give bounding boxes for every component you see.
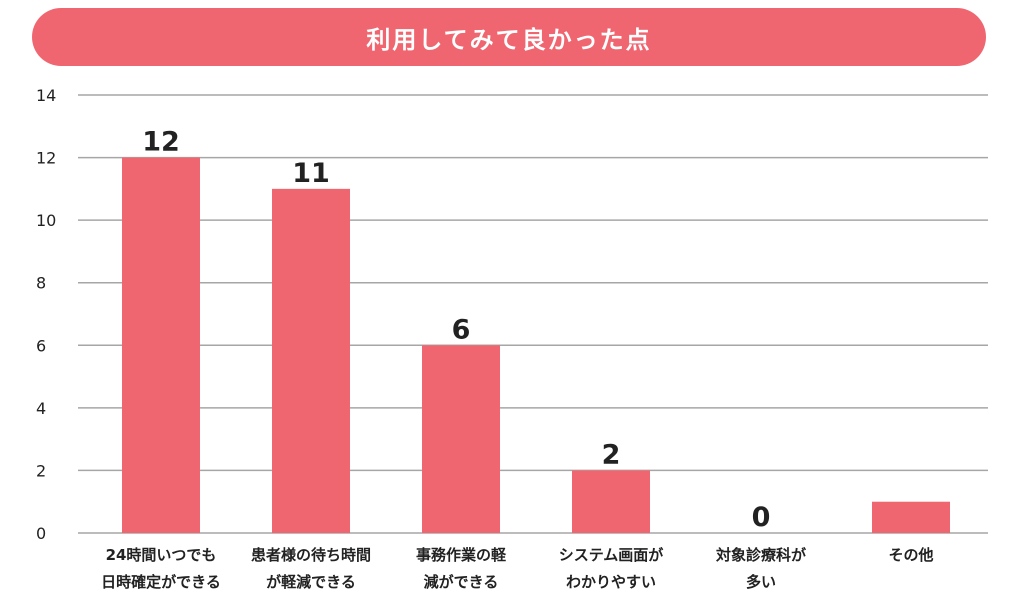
data-label: 2 xyxy=(602,439,621,470)
y-tick-label: 0 xyxy=(36,524,46,543)
bar xyxy=(122,157,200,534)
x-tick-label-line1: システム画面が xyxy=(558,546,664,564)
bar xyxy=(422,345,500,533)
x-tick-label-line1: 24時間いつでも xyxy=(105,546,217,564)
bar xyxy=(272,188,350,533)
x-tick-label: システム画面が わかりやすい xyxy=(536,542,686,596)
x-tick-label-line2: 多い xyxy=(745,573,776,591)
x-tick-label-line1: 患者様の待ち時間 xyxy=(250,546,371,564)
y-tick-label: 2 xyxy=(36,461,46,480)
x-tick-label: 事務作業の軽 減ができる xyxy=(386,542,536,596)
x-tick-label-line1: その他 xyxy=(888,546,934,564)
data-label: 11 xyxy=(292,158,330,189)
x-tick-label-line2: わかりやすい xyxy=(565,573,656,591)
x-tick-label-line2: 減ができる xyxy=(423,573,499,591)
y-tick-label: 8 xyxy=(36,274,46,293)
x-tick-label-line1: 事務作業の軽 xyxy=(415,546,506,564)
x-tick-label-line2: 日時確定ができる xyxy=(101,573,221,591)
x-tick-label: 患者様の待ち時間 が軽減できる xyxy=(236,542,386,596)
x-tick-label-line1: 対象診療科が xyxy=(715,546,806,564)
data-label: 12 xyxy=(142,127,180,158)
chart-title: 利用してみて良かった点 xyxy=(366,25,652,54)
data-label: 0 xyxy=(752,502,771,533)
chart-title-banner: 利用してみて良かった点 xyxy=(32,8,986,66)
y-tick-label: 10 xyxy=(36,211,56,230)
data-label: 6 xyxy=(452,314,471,345)
x-tick-label: 24時間いつでも 日時確定ができる xyxy=(86,542,236,596)
y-tick-label: 14 xyxy=(36,86,56,105)
y-tick-label: 12 xyxy=(36,149,56,168)
y-tick-label: 6 xyxy=(36,336,46,355)
bar xyxy=(872,501,950,533)
bar xyxy=(572,470,650,533)
x-tick-label-line2: が軽減できる xyxy=(266,573,356,591)
x-tick-label: 対象診療科が 多い xyxy=(686,542,836,596)
x-tick-label: その他 xyxy=(836,542,986,569)
y-tick-label: 4 xyxy=(36,399,46,418)
